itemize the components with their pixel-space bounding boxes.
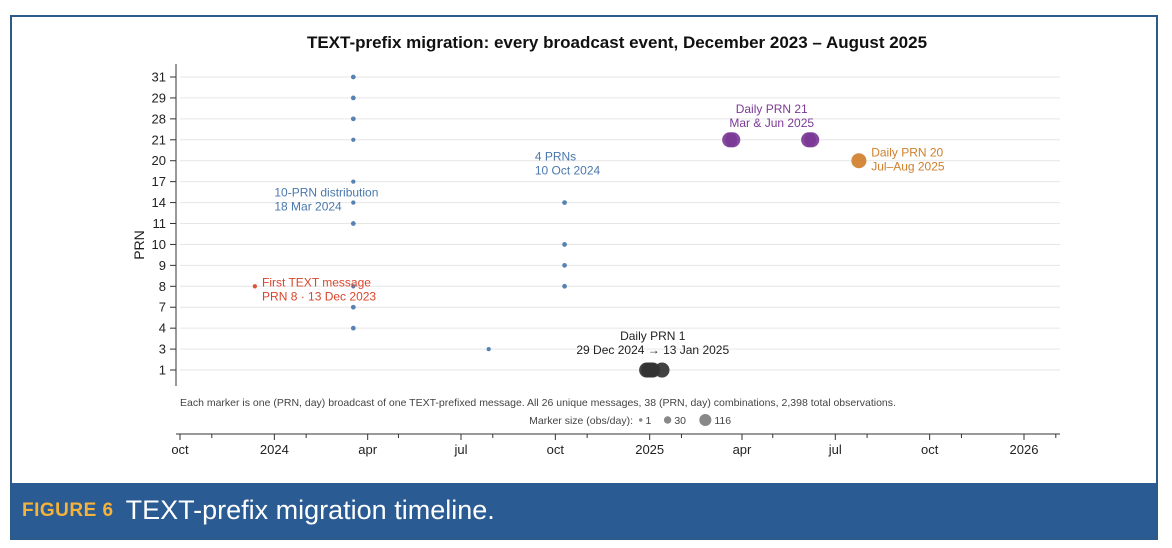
axes: 1 3 4 7 8 9 10 11 14 17 20 21 28 29 31 oct 2024 apr jul oct… [152,64,1060,457]
chart-note: Each marker is one (PRN, day) broadcast … [180,397,896,409]
y-axis-label: PRN [131,230,147,260]
annotation-prn20: Jul–Aug 2025 [871,160,945,174]
data-point [562,200,567,205]
figure-caption: FIGURE 6 TEXT-prefix migration timeline. [12,483,1156,538]
x-tick-label: 2025 [635,442,664,457]
size-legend-marker [699,413,712,427]
figure-caption-text: TEXT-prefix migration timeline. [125,495,495,525]
size-legend-title: Marker size (obs/day): [529,415,633,427]
size-legend: Marker size (obs/day): 1 30 116 [529,413,731,427]
size-legend-marker [663,416,672,424]
annotation-prn20: Daily PRN 20 [871,146,943,160]
y-tick-label: 10 [152,237,166,252]
figure-label: FIGURE 6 [22,499,114,521]
y-tick-label: 21 [152,132,166,147]
y-tick-label: 1 [159,363,166,378]
annotation-first: First TEXT message [262,275,371,289]
data-point [252,284,258,289]
chart-title: TEXT-prefix migration: every broadcast e… [307,33,927,52]
data-point [804,132,820,148]
annotation-ten_prn: 10-PRN distribution [274,186,378,200]
data-point [350,325,356,331]
x-tick-label: 2026 [1010,442,1039,457]
y-tick-label: 28 [152,111,166,126]
annotation-prn21: Mar & Jun 2025 [729,116,814,130]
y-tick-label: 4 [159,321,166,336]
data-point [725,132,741,148]
x-tick-label: apr [733,442,752,457]
y-tick-label: 31 [152,70,166,85]
x-tick-label: 2024 [260,442,289,457]
x-tick-label: apr [358,442,377,457]
x-tick-label: oct [171,442,189,457]
y-tick-label: 7 [159,300,166,315]
data-point [350,74,356,80]
data-point [562,242,567,247]
data-point [351,284,356,289]
x-tick-label: oct [921,442,939,457]
annotation-four_prn: 4 PRNs [535,150,576,164]
data-point [350,116,356,122]
annotation-first: PRN 8 · 13 Dec 2023 [262,289,376,303]
y-tick-label: 3 [159,342,166,357]
y-tick-label: 8 [159,279,166,294]
data-point [851,153,867,169]
data-point [486,346,491,352]
x-tick-label: oct [547,442,565,457]
y-tick-label: 9 [159,258,166,273]
data-point [351,179,356,184]
data-point [351,200,356,205]
x-tick-label: jul [828,442,842,457]
annotation-prn21: Daily PRN 21 [736,102,808,116]
data-point [350,221,356,226]
grid-lines [180,76,1060,371]
y-tick-label: 17 [152,174,166,189]
size-legend-label: 116 [714,415,731,427]
data-point [350,95,356,101]
data-point [351,137,356,142]
annotation-prn1: 29 Dec 2024 → 13 Jan 2025 [576,343,729,357]
y-tick-label: 20 [152,153,166,168]
annotation-four_prn: 10 Oct 2024 [535,164,601,178]
x-tick-label: jul [453,442,467,457]
size-legend-label: 30 [674,415,686,427]
data-point [562,262,567,268]
figure-frame [10,15,1158,540]
annotation-ten_prn: 18 Mar 2024 [274,200,342,214]
y-tick-label: 14 [152,195,166,210]
y-tick-label: 11 [153,216,167,231]
size-legend-label: 1 [645,415,651,427]
data-point [654,362,670,378]
size-legend-marker [639,418,643,422]
data-points [252,74,867,378]
y-tick-label: 29 [152,90,166,105]
data-point [350,304,356,310]
data-point [562,283,567,289]
annotation-prn1: Daily PRN 1 [620,329,686,343]
